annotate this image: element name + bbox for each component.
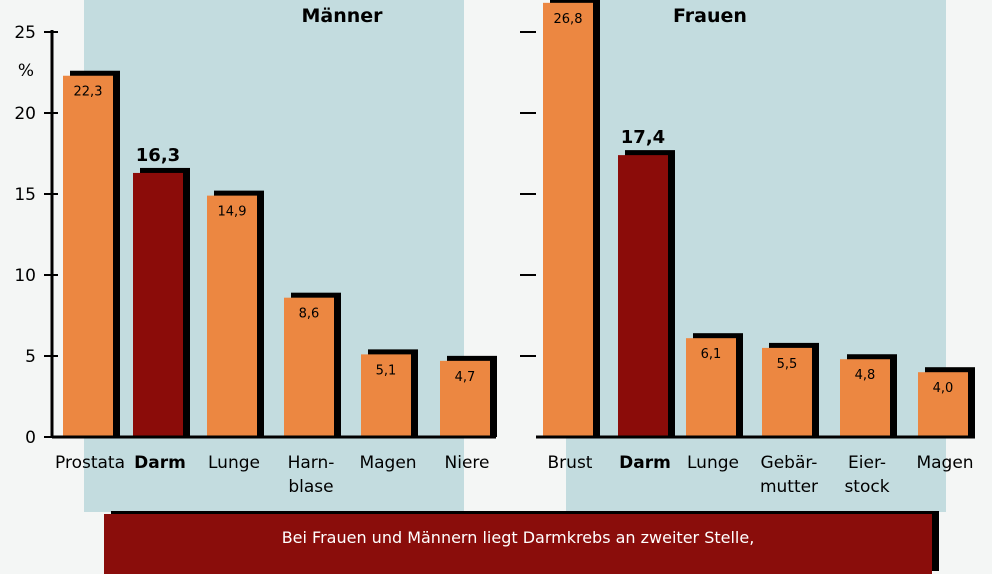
- men-bar-value-label: 14,9: [218, 205, 247, 220]
- men-bar: [440, 360, 490, 437]
- men-category-label: Lunge: [208, 453, 260, 473]
- men-category-label: Magen: [359, 453, 416, 473]
- men-bar: [133, 172, 183, 437]
- men-bar: [207, 195, 257, 437]
- women-bar-value-label: 5,5: [777, 357, 798, 372]
- women-bar-value-label: 4,0: [933, 381, 954, 396]
- men-bar-value-label: 16,3: [136, 145, 180, 166]
- men-bar: [63, 75, 113, 438]
- women-category-label: Lunge: [687, 453, 739, 473]
- women-bar: [543, 2, 593, 438]
- cancer-incidence-chart: Männer Frauen % 0 5 10 15 20 25 22,3 Prostata 16…: [14, 0, 975, 512]
- men-y-tick-label: 5: [25, 347, 36, 367]
- women-bar-value-label: 6,1: [701, 347, 722, 362]
- women-bar-value-label: 17,4: [621, 127, 665, 148]
- men-bar-value-label: 22,3: [74, 85, 103, 100]
- caption-text: Bei Frauen und Männern liegt Darmkrebs a…: [281, 528, 755, 547]
- women-category-label: Magen: [916, 453, 973, 473]
- women-bar: [840, 359, 890, 437]
- women-category-label: Brust: [548, 453, 593, 473]
- men-category-label: Harn-blase: [288, 453, 335, 497]
- men-category-label: Prostata: [55, 453, 125, 473]
- men-panel-title: Männer: [301, 5, 383, 27]
- women-bar: [618, 155, 668, 437]
- women-bar-value-label: 26,8: [554, 12, 583, 27]
- men-y-tick-label: 10: [14, 266, 36, 286]
- men-category-label: Darm: [134, 453, 186, 473]
- men-bar-value-label: 4,7: [455, 370, 476, 385]
- men-bar-value-label: 8,6: [299, 307, 320, 322]
- men-chart: 0 5 10 15 20 25 22,3 Prostata 16,3 Darm 14,9 Lunge 8…: [14, 23, 497, 497]
- women-bar: [918, 372, 968, 437]
- men-y-tick-label: 25: [14, 23, 36, 43]
- men-y-tick-label: 0: [25, 428, 36, 448]
- men-bar-value-label: 5,1: [376, 363, 397, 378]
- women-category-label: Gebär-mutter: [760, 453, 818, 497]
- women-chart: 26,8 Brust 17,4 Darm 6,1 Lunge 5,5 Gebär-mutter…: [520, 0, 975, 497]
- men-y-tick-label: 15: [14, 185, 36, 205]
- women-panel-title: Frauen: [673, 5, 747, 27]
- men-bar: [361, 354, 411, 437]
- women-category-label: Eier-stock: [844, 453, 889, 497]
- men-y-tick-label: 20: [14, 104, 36, 124]
- men-bar: [284, 297, 334, 437]
- men-category-label: Niere: [445, 453, 490, 473]
- women-bar: [686, 338, 736, 437]
- women-bar: [762, 347, 812, 437]
- women-category-label: Darm: [619, 453, 671, 473]
- women-bar-value-label: 4,8: [855, 368, 876, 383]
- y-axis-unit: %: [18, 61, 34, 81]
